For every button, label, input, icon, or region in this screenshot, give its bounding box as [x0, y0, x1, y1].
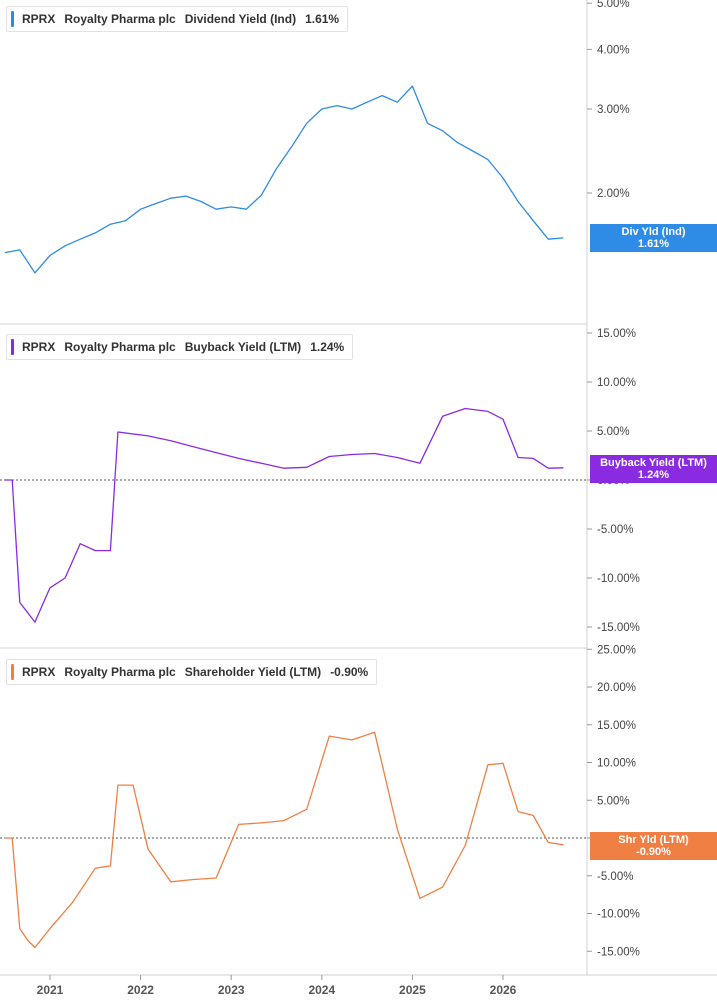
y-tick-label: 3.00% — [597, 104, 630, 116]
y-tick-label: 15.00% — [597, 720, 636, 732]
legend-dividend-yield[interactable]: RPRX Royalty Pharma plc Dividend Yield (… — [6, 6, 349, 32]
legend-company: Royalty Pharma plc — [64, 340, 176, 354]
legend-value: 1.61% — [305, 12, 340, 26]
last-value-tag-dividend: Div Yld (Ind) 1.61% — [590, 224, 717, 252]
legend-company: Royalty Pharma plc — [64, 665, 176, 679]
x-tick-label: 2025 — [399, 983, 426, 997]
last-value-tag-buyback: Buyback Yield (LTM) 1.24% — [590, 455, 717, 483]
x-tick-label: 2022 — [127, 983, 154, 997]
y-tick-label: -10.00% — [597, 909, 640, 921]
x-tick-label: 2021 — [37, 983, 64, 997]
y-tick-label: -15.00% — [597, 622, 640, 634]
series-swatch — [11, 664, 14, 680]
y-tick-label: 20.00% — [597, 682, 636, 694]
tag-value: -0.90% — [636, 846, 671, 858]
legend-value: -0.90% — [330, 665, 369, 679]
legend-shareholder-yield[interactable]: RPRX Royalty Pharma plc Shareholder Yiel… — [6, 659, 378, 685]
legend-value: 1.24% — [310, 340, 345, 354]
tag-title: Buyback Yield (LTM) — [600, 457, 707, 469]
legend-buyback-yield[interactable]: RPRX Royalty Pharma plc Buyback Yield (L… — [6, 334, 354, 360]
series-swatch — [11, 339, 14, 355]
legend-metric: Buyback Yield (LTM) — [184, 340, 302, 354]
y-tick-label: 5.00% — [597, 795, 630, 807]
legend-metric: Dividend Yield (Ind) — [184, 12, 297, 26]
series-swatch — [11, 11, 14, 27]
y-tick-label: -5.00% — [597, 524, 633, 536]
y-tick-label: 4.00% — [597, 44, 630, 56]
y-tick-label: 2.00% — [597, 188, 630, 200]
legend-ticker: RPRX — [22, 340, 56, 354]
tag-value: 1.24% — [637, 469, 670, 481]
y-tick-label: 25.00% — [597, 644, 636, 656]
tag-value: 1.61% — [637, 238, 670, 250]
y-tick-label: -5.00% — [597, 871, 633, 883]
series-line-buyback — [4, 407, 564, 623]
series-line-dividend — [4, 85, 564, 274]
series-line-shareholder — [4, 731, 564, 949]
x-tick-label: 2023 — [218, 983, 245, 997]
y-tick-label: 10.00% — [597, 377, 636, 389]
legend-ticker: RPRX — [22, 12, 56, 26]
legend-ticker: RPRX — [22, 665, 56, 679]
last-value-tag-shareholder: Shr Yld (LTM) -0.90% — [590, 832, 717, 860]
tag-title: Shr Yld (LTM) — [618, 834, 689, 846]
tag-title: Div Yld (Ind) — [621, 226, 686, 238]
y-tick-label: 15.00% — [597, 328, 636, 340]
y-tick-label: 5.00% — [597, 0, 630, 10]
y-tick-label: -15.00% — [597, 946, 640, 958]
x-tick-label: 2026 — [490, 983, 517, 997]
x-tick-label: 2024 — [308, 983, 335, 997]
y-tick-label: -10.00% — [597, 573, 640, 585]
y-tick-label: 5.00% — [597, 426, 630, 438]
y-tick-label: 10.00% — [597, 758, 636, 770]
legend-company: Royalty Pharma plc — [64, 12, 176, 26]
legend-metric: Shareholder Yield (LTM) — [184, 665, 322, 679]
